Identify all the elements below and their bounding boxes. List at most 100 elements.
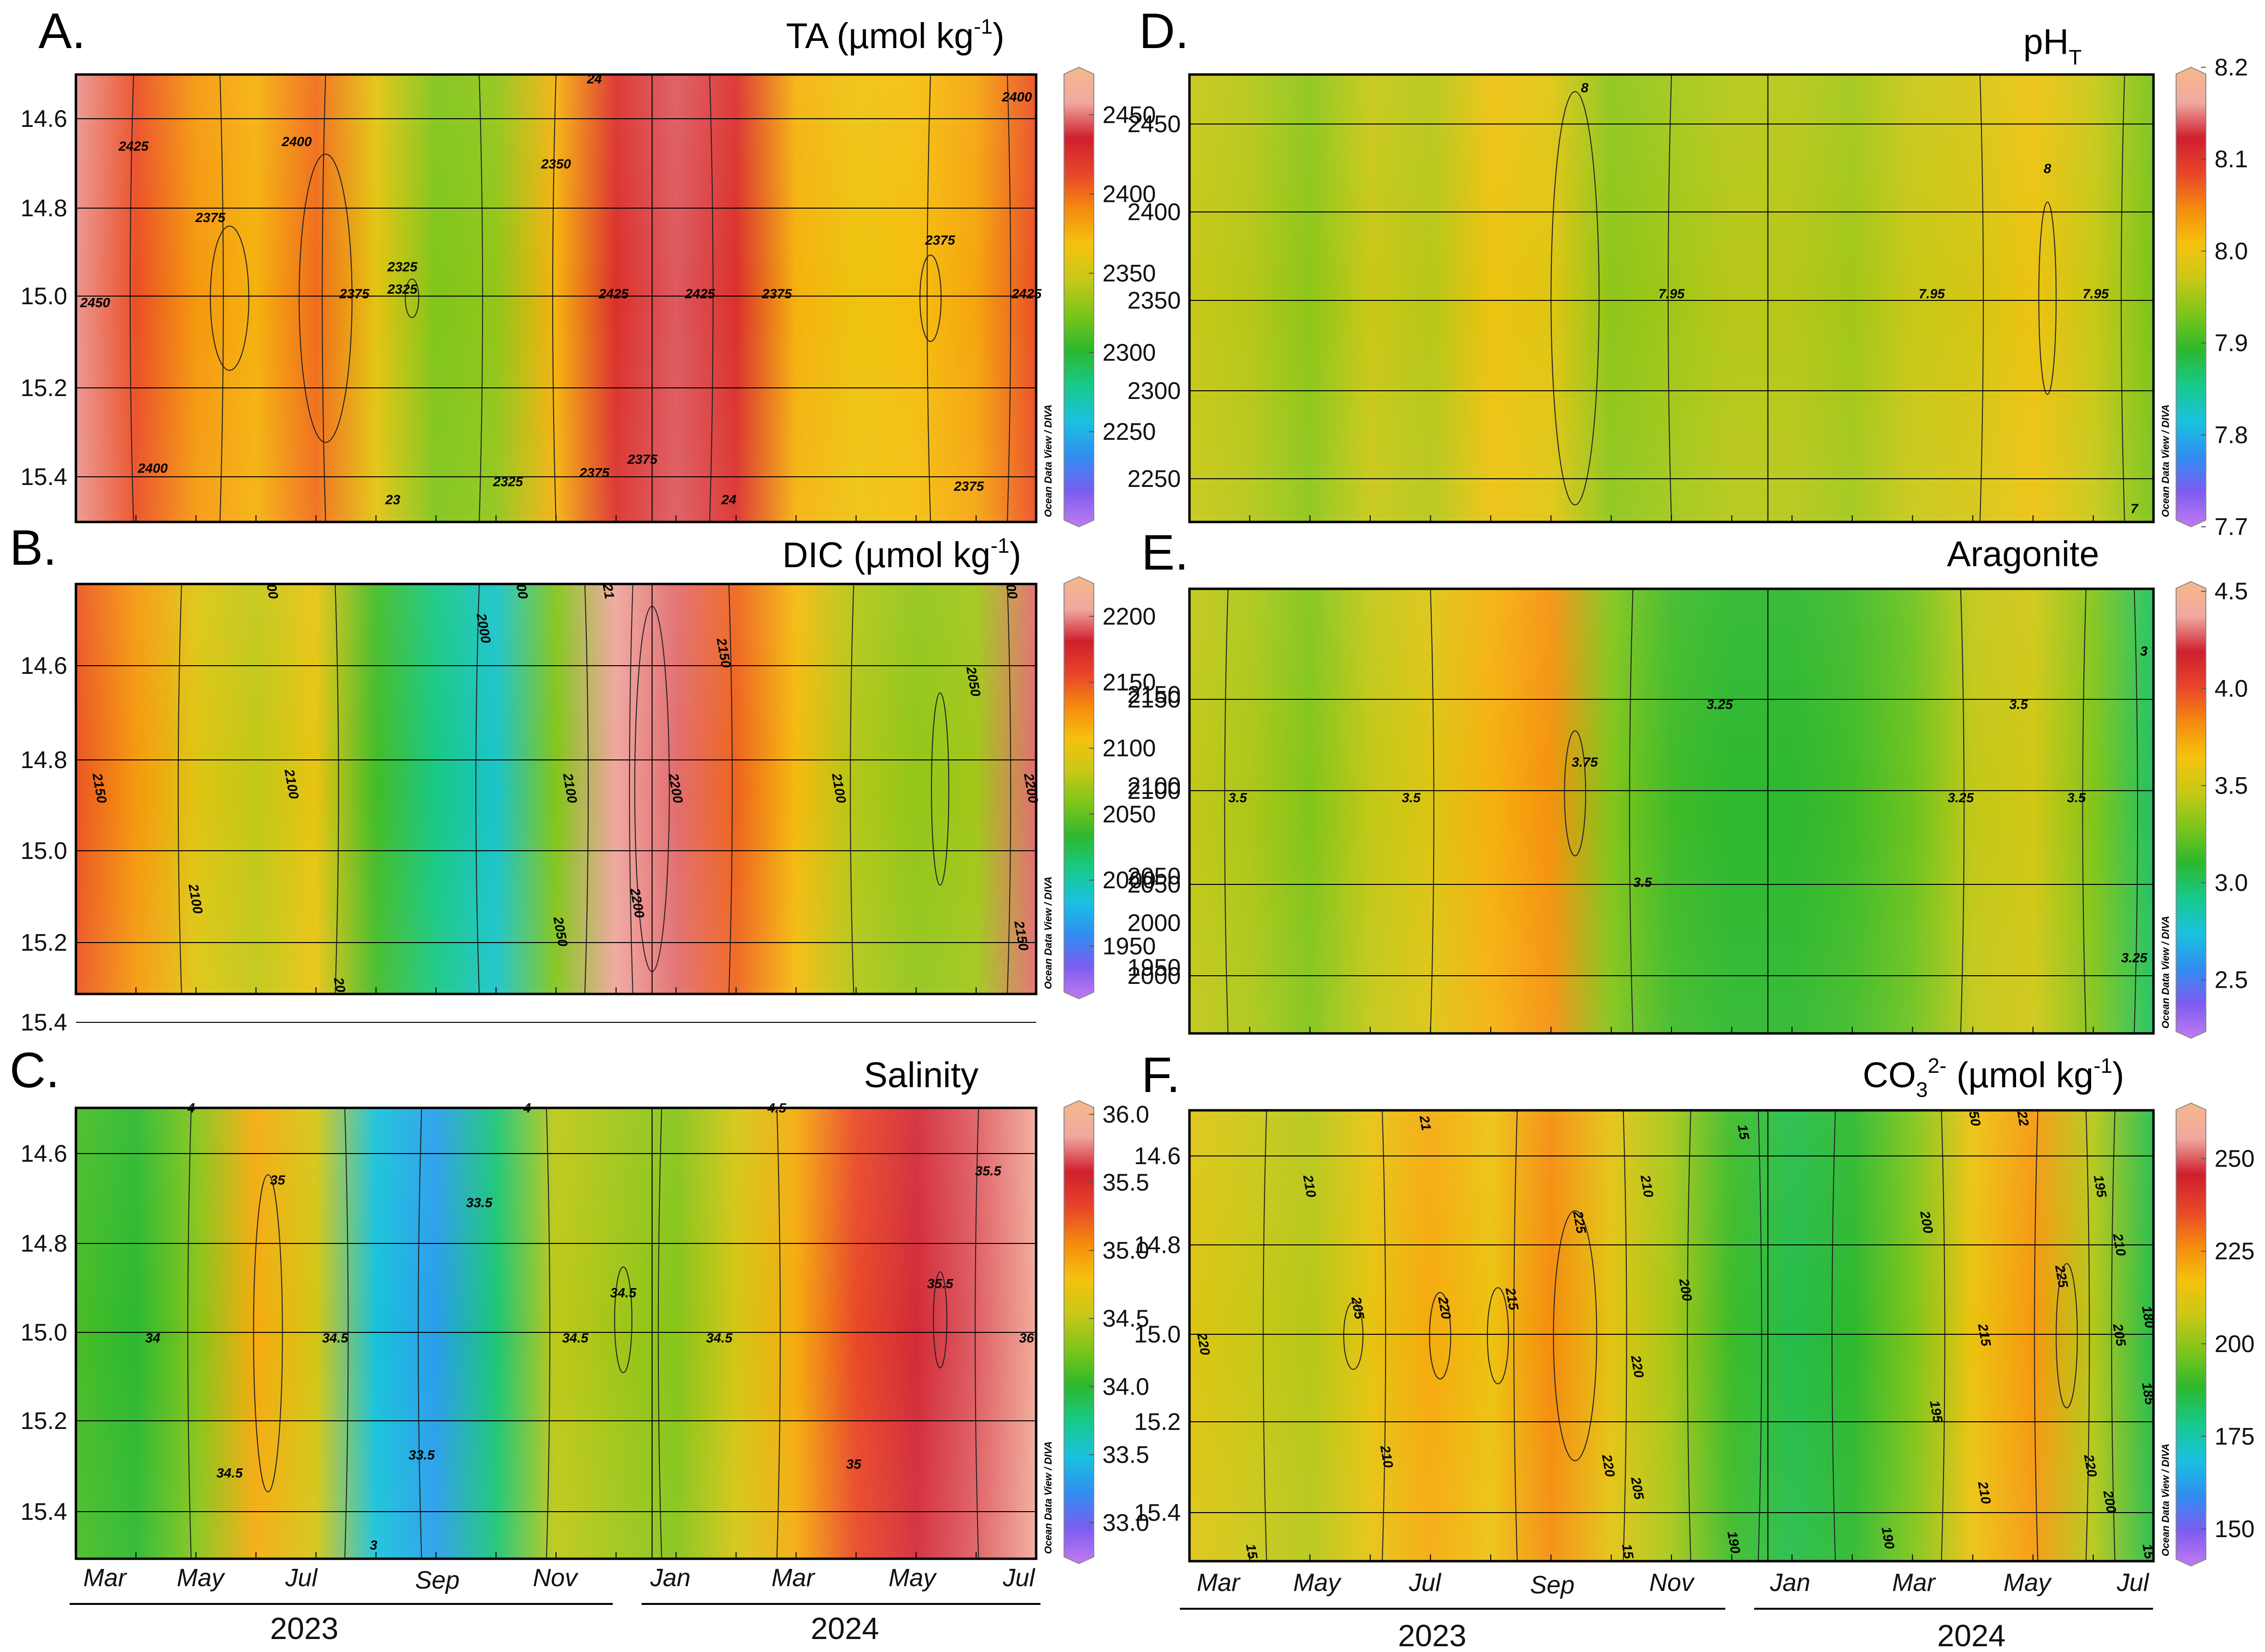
- contour-label: 7: [2130, 501, 2139, 516]
- contour-line: [2034, 1110, 2039, 1562]
- contour-label: 21: [1417, 1114, 1434, 1131]
- y-tick-label: 2350: [1127, 287, 1181, 314]
- contour-ellipse: [298, 153, 353, 443]
- x-tick-left-2: Jul: [285, 1564, 318, 1592]
- heatmap-shade-c: [76, 1108, 1036, 1559]
- x-tick-right-8: Jul: [2116, 1569, 2150, 1597]
- colorbar-tick-label: 2200: [1102, 603, 1156, 630]
- colorbar-tick-label: 33.5: [1102, 1441, 1149, 1468]
- contour-label: 7.95: [1918, 286, 1945, 301]
- colorbar-c: 33.0 33.5 34.0 34.5 35.0 35.5 36.0: [1064, 1100, 1149, 1565]
- contour-ellipse: [405, 278, 420, 318]
- contour-label: 34: [145, 1330, 161, 1345]
- contour-line: [1668, 74, 1672, 522]
- credit-text: Ocean Data View / DIVA: [2160, 1443, 2171, 1556]
- contour-label: 35: [270, 1172, 285, 1187]
- contour-line: [776, 1107, 781, 1559]
- x-tick-left-6: Mar: [771, 1564, 816, 1592]
- contour-label: 3.5: [1633, 875, 1652, 890]
- contour-line: [479, 74, 483, 522]
- colorbar-e: 2.5 3.0 3.5 4.0 4.5: [2176, 578, 2248, 1039]
- colorbar-scale: [2176, 581, 2206, 1039]
- x-tick-left-4: Nov: [533, 1564, 579, 1592]
- contour-line: [709, 74, 714, 522]
- y-tick-label: 15.4: [21, 1498, 67, 1525]
- contour-label: 2400: [137, 461, 168, 476]
- heatmap-a: 2450 2425 2400 2375 2400 2375 2325 2325 23 2350 23…: [21, 66, 1156, 528]
- colorbar-scale: [2176, 66, 2206, 528]
- contour-line: [1382, 1110, 1386, 1562]
- year-right-2023: 2023: [1398, 1618, 1466, 1652]
- colorbar-tick-label: 2.5: [2215, 967, 2248, 994]
- x-tick-left-8: Jul: [1003, 1564, 1036, 1592]
- x-tick-right-6: Mar: [1892, 1569, 1936, 1597]
- contour-line: [1832, 1110, 1836, 1562]
- contour-label: 3: [2140, 644, 2148, 658]
- y-tick-label: 2400: [1127, 199, 1181, 225]
- contour-line: [850, 584, 854, 994]
- panel-title-c: Salinity: [864, 1055, 978, 1095]
- colorbar-tick-label: 2300: [1102, 339, 1156, 366]
- colorbar-tick-label: 34.5: [1102, 1305, 1149, 1332]
- contour-label: 2375: [953, 479, 984, 494]
- contour-line: [2111, 1110, 2116, 1562]
- panel-label-a: A.: [38, 3, 86, 59]
- contour-line: [1629, 588, 1634, 1034]
- colorbar-tick-label: 2000: [1102, 867, 1156, 894]
- y-tick-label: 15.4: [21, 1009, 67, 1036]
- panel-d: D. pHT: [1139, 3, 2082, 69]
- contour-line: [1007, 584, 1012, 994]
- contour-label: 15: [1735, 1123, 1752, 1141]
- contour-line: [657, 1107, 662, 1559]
- panel-a: A. TA (µmol kg-1): [38, 3, 1004, 59]
- y-tick-label: 2050: [1127, 863, 1181, 890]
- y-tick-label: 14.8: [1134, 1231, 1181, 1258]
- contour-line: [975, 1107, 979, 1559]
- colorbar-tick-label: 3.5: [2215, 772, 2248, 799]
- heatmap-shade-e: [1189, 589, 2154, 1033]
- contour-line: [629, 584, 633, 994]
- panel-title-b: DIC (µmol kg-1): [782, 534, 1021, 575]
- contour-line: [475, 584, 480, 994]
- panel-label-e: E.: [1141, 525, 1188, 581]
- y-tick-label: 2150: [1127, 686, 1181, 713]
- x-tick-left-1: May: [177, 1564, 225, 1592]
- contour-line: [2120, 74, 2125, 522]
- colorbar-tick-label: 8.2: [2215, 54, 2248, 81]
- colorbar-tick-label: 7.7: [2215, 513, 2248, 540]
- contour-label: 2375: [195, 210, 226, 225]
- contour-label: 7.95: [2082, 286, 2109, 301]
- contour-line: [1960, 588, 1965, 1034]
- contour-label: 2325: [387, 282, 418, 297]
- contour-label: 2375: [627, 452, 658, 467]
- credit-text: Ocean Data View / DIVA: [1043, 404, 1054, 517]
- contour-ellipse: [1486, 1287, 1509, 1384]
- credit-text: Ocean Data View / DIVA: [1043, 1441, 1054, 1554]
- contour-label: 2400: [281, 134, 312, 149]
- colorbar-scale: [2176, 1102, 2206, 1567]
- contour-line: [584, 584, 589, 994]
- heatmap-d: 87.95 7.9587.957245024002350230022507.77.…: [1127, 54, 2248, 540]
- contour-label: 33.5: [466, 1195, 493, 1210]
- y-tick-label: 2000: [1127, 909, 1181, 936]
- colorbar-tick-label: 8.1: [2215, 146, 2248, 173]
- contour-ellipse: [931, 692, 950, 886]
- panel-e: E. Aragonite: [1141, 525, 2099, 581]
- contour-label: 34.5: [562, 1330, 589, 1345]
- contour-line: [1262, 1110, 1267, 1562]
- contour-line: [418, 1107, 422, 1559]
- contour-label: 3.25: [2121, 950, 2148, 965]
- contour-label: 2425: [118, 138, 149, 153]
- colorbar-b: 1950 2000 2050 2100 2150 2200: [1064, 576, 1156, 1000]
- colorbar-tick-label: 150: [2215, 1515, 2254, 1542]
- contour-line: [187, 1107, 192, 1559]
- y-tick-label: 15.2: [21, 1407, 67, 1434]
- contour-label: 3.75: [1572, 755, 1598, 770]
- heatmap-e: 3.5 3.5 3.75 3.25 3.5 3.25 3.5 3.5 3.25 3 2150 2100…: [1127, 578, 2248, 1039]
- contour-line: [1430, 588, 1435, 1034]
- contour-label: 35.5: [927, 1276, 953, 1291]
- contour-label: 35.5: [975, 1164, 1002, 1179]
- contour-line: [2085, 1110, 2090, 1562]
- contour-line: [1622, 1110, 1627, 1562]
